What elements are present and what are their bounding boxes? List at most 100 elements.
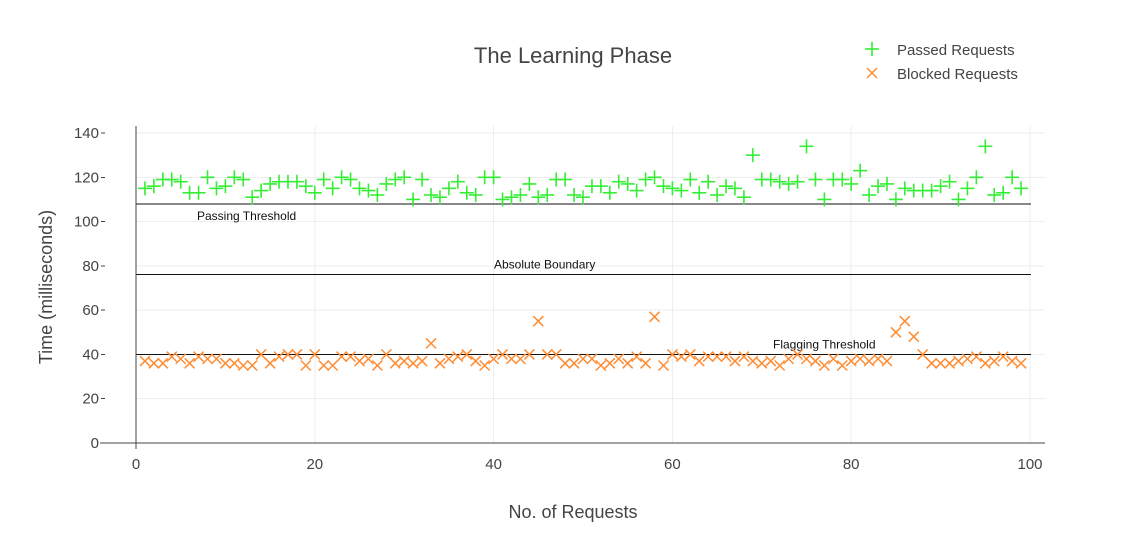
legend-x-icon <box>866 67 878 79</box>
blocked-point <box>952 355 965 367</box>
passed-point <box>808 172 823 187</box>
passed-point <box>289 174 304 189</box>
passed-point <box>638 172 653 187</box>
blocked-point <box>657 359 669 372</box>
passed-point <box>710 188 725 202</box>
passed-point <box>790 174 805 189</box>
blocked-point <box>309 348 321 360</box>
passed-point <box>370 188 385 202</box>
legend-label-blocked: Blocked Requests <box>897 66 1018 83</box>
passed-point <box>888 192 903 207</box>
x-tick-label: 20 <box>306 456 323 473</box>
blocked-point <box>872 353 884 365</box>
blocked-point <box>827 353 839 365</box>
series-passed <box>137 139 1029 207</box>
blocked-point <box>961 353 973 365</box>
blocked-point <box>586 353 598 365</box>
passed-point <box>1005 170 1020 185</box>
blocked-point <box>148 357 160 369</box>
passed-point <box>441 181 456 196</box>
blocked-point <box>917 348 929 360</box>
passed-point <box>629 183 644 198</box>
passed-point <box>254 183 269 198</box>
x-axis-title: No. of Requests <box>508 502 637 522</box>
blocked-point <box>255 348 267 360</box>
reference-line-label: Absolute Boundary <box>494 258 595 272</box>
blocked-point <box>809 355 821 367</box>
legend-item-blocked[interactable]: Blocked Requests <box>866 66 1018 83</box>
legend-label-passed: Passed Requests <box>897 42 1015 59</box>
blocked-point <box>854 353 866 365</box>
blocked-point <box>434 357 446 369</box>
blocked-point <box>908 331 920 343</box>
blocked-point <box>738 351 750 363</box>
passed-point <box>719 179 734 194</box>
blocked-point <box>345 351 357 363</box>
blocked-point <box>577 353 589 365</box>
passed-point <box>567 188 582 202</box>
blocked-point <box>729 355 741 367</box>
blocked-point <box>228 357 240 369</box>
passed-point <box>397 170 412 185</box>
blocked-point <box>720 351 732 363</box>
blocked-point <box>210 353 222 365</box>
blocked-point <box>398 355 410 367</box>
passed-point <box>978 139 993 154</box>
x-tick-label: 0 <box>132 456 140 473</box>
blocked-point <box>640 357 652 369</box>
blocked-point <box>693 355 705 367</box>
passed-point <box>495 192 510 207</box>
passed-point <box>361 183 376 198</box>
blocked-point <box>899 315 911 327</box>
passed-point <box>736 190 751 205</box>
blocked-point <box>237 359 249 372</box>
passed-point <box>209 181 224 196</box>
reference-line-label: Flagging Threshold <box>773 337 876 351</box>
blocked-point <box>926 357 938 369</box>
blocked-point <box>747 355 759 367</box>
passed-point <box>307 185 322 200</box>
passed-point <box>674 183 689 198</box>
blocked-point <box>470 355 482 367</box>
passed-point <box>656 179 671 194</box>
passed-point <box>611 174 626 189</box>
passed-point <box>862 188 877 202</box>
blocked-point <box>327 359 339 372</box>
passed-point <box>191 185 206 200</box>
axes <box>100 126 1045 449</box>
blocked-point <box>783 353 795 365</box>
passed-point <box>602 185 617 200</box>
passed-point <box>683 172 698 187</box>
blocked-point <box>800 353 813 365</box>
passed-point <box>486 170 501 185</box>
passed-point <box>996 185 1011 200</box>
gridlines <box>136 126 1045 443</box>
blocked-point <box>452 351 464 363</box>
blocked-point <box>505 353 518 365</box>
blocked-point <box>407 357 419 369</box>
passed-point <box>781 176 796 191</box>
passed-point <box>334 170 349 185</box>
blocked-point <box>184 357 196 369</box>
blocked-point <box>166 351 178 363</box>
blocked-point <box>988 355 1000 367</box>
passed-point <box>835 172 850 187</box>
blocked-point <box>979 357 991 369</box>
passed-point <box>432 190 447 205</box>
blocked-point <box>389 357 401 369</box>
blocked-point <box>863 355 875 367</box>
blocked-point <box>479 359 491 372</box>
passed-point <box>388 172 403 187</box>
blocked-point <box>836 359 848 372</box>
legend[interactable]: Passed Requests Blocked Requests <box>865 42 1018 83</box>
blocked-point <box>443 353 455 365</box>
blocked-point <box>604 357 616 369</box>
passed-point <box>942 174 957 189</box>
passed-point <box>352 181 367 196</box>
legend-item-passed[interactable]: Passed Requests <box>865 42 1015 59</box>
passed-point <box>727 181 742 196</box>
blocked-point <box>541 348 553 360</box>
blocked-point <box>1015 357 1027 369</box>
blocked-point <box>568 357 580 369</box>
